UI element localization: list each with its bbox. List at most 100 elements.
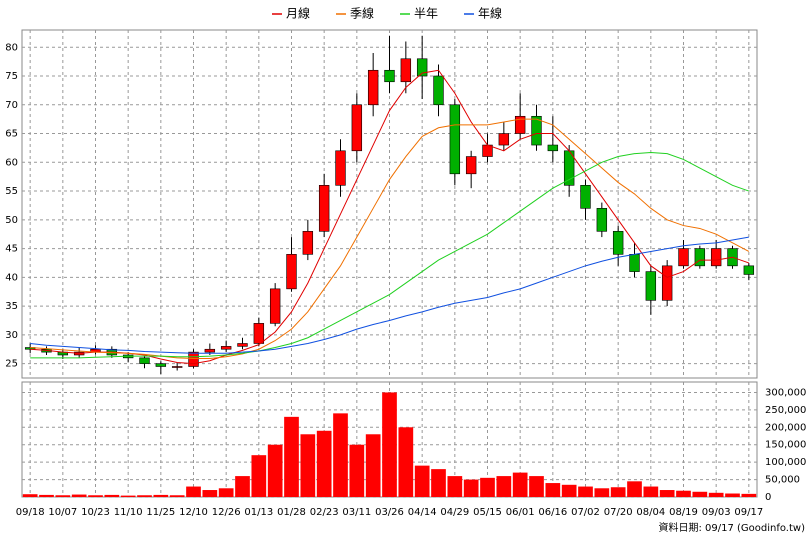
legend-label: 年線 [478, 6, 502, 21]
volume-bar [39, 494, 54, 497]
x-tick-label: 09/03 [702, 507, 731, 518]
volume-bar [251, 455, 267, 497]
y-tick-label: 50 [5, 215, 18, 226]
legend-label: 季線 [350, 6, 374, 21]
candle-body [678, 248, 689, 267]
candle-body [645, 271, 657, 301]
volume-bar [480, 477, 495, 497]
y2-tick-label: 150,000 [765, 440, 806, 451]
volume-bar [431, 469, 446, 497]
y-tick-label: 80 [5, 42, 18, 53]
candle-body [580, 185, 591, 209]
volume-bar [594, 488, 610, 497]
volume-bar [104, 494, 120, 497]
volume-bar [578, 486, 593, 497]
candle-body [318, 185, 330, 232]
volume-bar [88, 495, 103, 497]
candle-body [171, 366, 183, 368]
y-tick-label: 65 [5, 129, 18, 140]
volume-bar [316, 430, 332, 497]
volume-bar [414, 465, 430, 497]
volume-bar [496, 476, 512, 497]
volume-bar [235, 476, 250, 497]
volume-bar [55, 495, 71, 497]
y-tick-label: 60 [5, 157, 18, 168]
candle-body [612, 231, 624, 255]
x-tick-label: 02/23 [310, 507, 339, 518]
candle-body [302, 231, 314, 255]
volume-bar [169, 495, 185, 497]
x-tick-label: 04/14 [408, 507, 437, 518]
x-tick-label: 09/18 [16, 507, 45, 518]
candle-body [237, 343, 248, 347]
x-tick-label: 12/26 [212, 507, 241, 518]
candle-body [220, 346, 232, 350]
candle-body [384, 69, 395, 83]
candle-body [351, 104, 363, 152]
candle-body [188, 351, 199, 367]
candle-body [449, 104, 461, 175]
volume-bar [202, 490, 218, 497]
x-tick-label: 11/25 [146, 507, 175, 518]
x-tick-label: 01/28 [277, 507, 306, 518]
candle-body [547, 144, 559, 152]
candle-body [400, 58, 412, 83]
x-tick-label: 04/29 [440, 507, 469, 518]
candle-body [139, 357, 150, 364]
candle-body [335, 150, 346, 186]
x-tick-label: 01/13 [244, 507, 273, 518]
volume-bar [741, 493, 757, 497]
candle-body [694, 248, 706, 267]
y-tick-label: 55 [5, 186, 18, 197]
volume-bar [447, 476, 463, 497]
volume-bar [349, 444, 365, 497]
volume-bar [22, 494, 38, 497]
candle-body [155, 363, 167, 367]
candle-body [286, 254, 297, 290]
volume-bar [137, 495, 152, 497]
candle-body [416, 58, 428, 77]
volume-bar [365, 434, 381, 497]
candle-body [710, 248, 722, 267]
x-tick-label: 05/15 [473, 507, 502, 518]
volume-bar [300, 434, 316, 497]
volume-bar [267, 444, 283, 497]
volume-bar [659, 490, 675, 497]
x-tick-label: 10/07 [48, 507, 77, 518]
volume-bar [561, 484, 577, 497]
candle-body [367, 69, 379, 106]
y-tick-label: 45 [5, 244, 18, 255]
y2-tick-label: 250,000 [765, 405, 806, 416]
volume-bar [643, 486, 659, 497]
x-tick-label: 08/04 [636, 507, 665, 518]
y-tick-label: 40 [5, 272, 18, 283]
volume-bar [71, 494, 87, 497]
volume-bar [512, 472, 528, 497]
y-tick-label: 35 [5, 301, 18, 312]
candle-body [661, 265, 673, 301]
volume-bar [725, 493, 740, 497]
volume-bar [284, 416, 299, 497]
legend-label: 半年 [414, 7, 438, 21]
y2-tick-label: 100,000 [765, 457, 806, 468]
candle-body [433, 75, 444, 106]
ma-line [30, 118, 750, 359]
volume-bar [398, 427, 414, 497]
candle-body [514, 115, 526, 134]
x-tick-label: 07/20 [604, 507, 633, 518]
x-tick-label: 08/19 [669, 507, 698, 518]
candle-body [743, 265, 755, 275]
volume-bar [382, 392, 397, 497]
volume-bar [545, 483, 561, 497]
volume-bar [692, 491, 708, 497]
y2-tick-label: 300,000 [765, 387, 806, 398]
y2-tick-label: 0 [765, 492, 771, 503]
x-tick-label: 06/16 [538, 507, 567, 518]
candle-body [498, 133, 510, 146]
candle-body [204, 348, 216, 353]
volume-bar [676, 490, 691, 497]
volume-bar [627, 481, 642, 497]
volume-bar [218, 488, 234, 497]
candle-body [629, 254, 640, 272]
